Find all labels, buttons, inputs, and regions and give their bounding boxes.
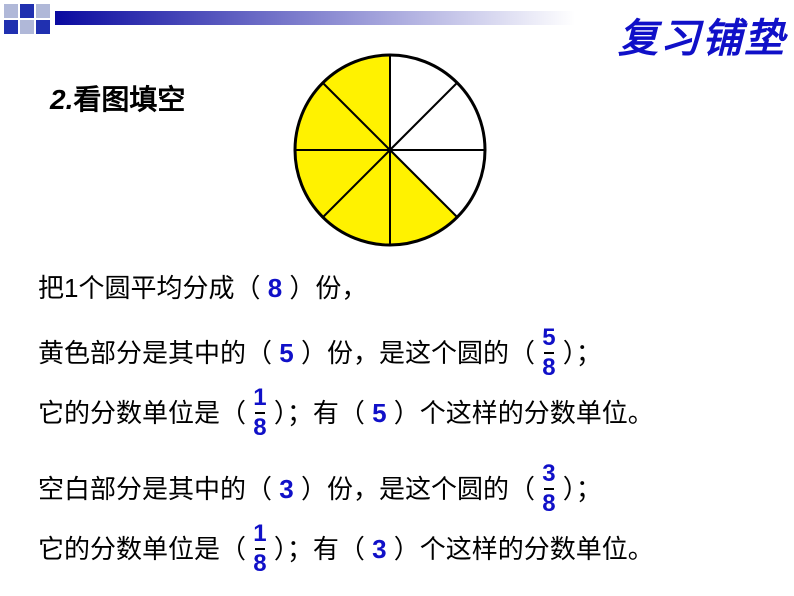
answer-total-slices: 8: [268, 273, 282, 303]
text: 黄色部分是其中的（: [38, 338, 272, 368]
line-3: 它的分数单位是（ 1 8 ）；有（ 5 ）个这样的分数单位。: [38, 388, 758, 442]
answer-yellow-fraction: 5 8: [542, 326, 555, 380]
content-body: 把1个圆平均分成（ 8 ）份， 黄色部分是其中的（ 5 ）份，是这个圆的（ 5 …: [38, 270, 758, 584]
text: 它的分数单位是（: [38, 398, 246, 428]
pie-chart: [290, 50, 490, 255]
exercise-number: 2.: [50, 84, 73, 115]
text: ）；有（: [274, 534, 365, 564]
line-2: 黄色部分是其中的（ 5 ）份，是这个圆的（ 5 8 ）；: [38, 328, 758, 382]
text: 把1个圆平均分成（: [38, 273, 260, 303]
text: ）；: [563, 338, 602, 368]
text: ）份，是这个圆的（: [301, 474, 535, 504]
exercise-heading: 2.看图填空: [50, 78, 185, 118]
text: ）份，是这个圆的（: [301, 338, 535, 368]
text: ）个这样的分数单位。: [394, 534, 654, 564]
text: ）；有（: [274, 398, 365, 428]
answer-white-fraction: 3 8: [542, 462, 555, 516]
text: ）份，: [289, 273, 367, 303]
line-5: 它的分数单位是（ 1 8 ）；有（ 3 ）个这样的分数单位。: [38, 524, 758, 578]
answer-unit-count-2: 3: [372, 534, 386, 564]
answer-white-count: 3: [279, 474, 293, 504]
slide-header-title: 复习铺垫: [618, 6, 786, 64]
answer-unit-fraction-1: 1 8: [253, 386, 266, 440]
answer-unit-fraction-2: 1 8: [253, 522, 266, 576]
answer-yellow-count: 5: [279, 338, 293, 368]
text: ）；: [563, 474, 602, 504]
text: ）个这样的分数单位。: [394, 398, 654, 428]
text: 它的分数单位是（: [38, 534, 246, 564]
exercise-text: 看图填空: [73, 84, 185, 115]
line-1: 把1个圆平均分成（ 8 ）份，: [38, 270, 758, 306]
text: 空白部分是其中的（: [38, 474, 272, 504]
answer-unit-count-1: 5: [372, 398, 386, 428]
line-4: 空白部分是其中的（ 3 ）份，是这个圆的（ 3 8 ）；: [38, 464, 758, 518]
